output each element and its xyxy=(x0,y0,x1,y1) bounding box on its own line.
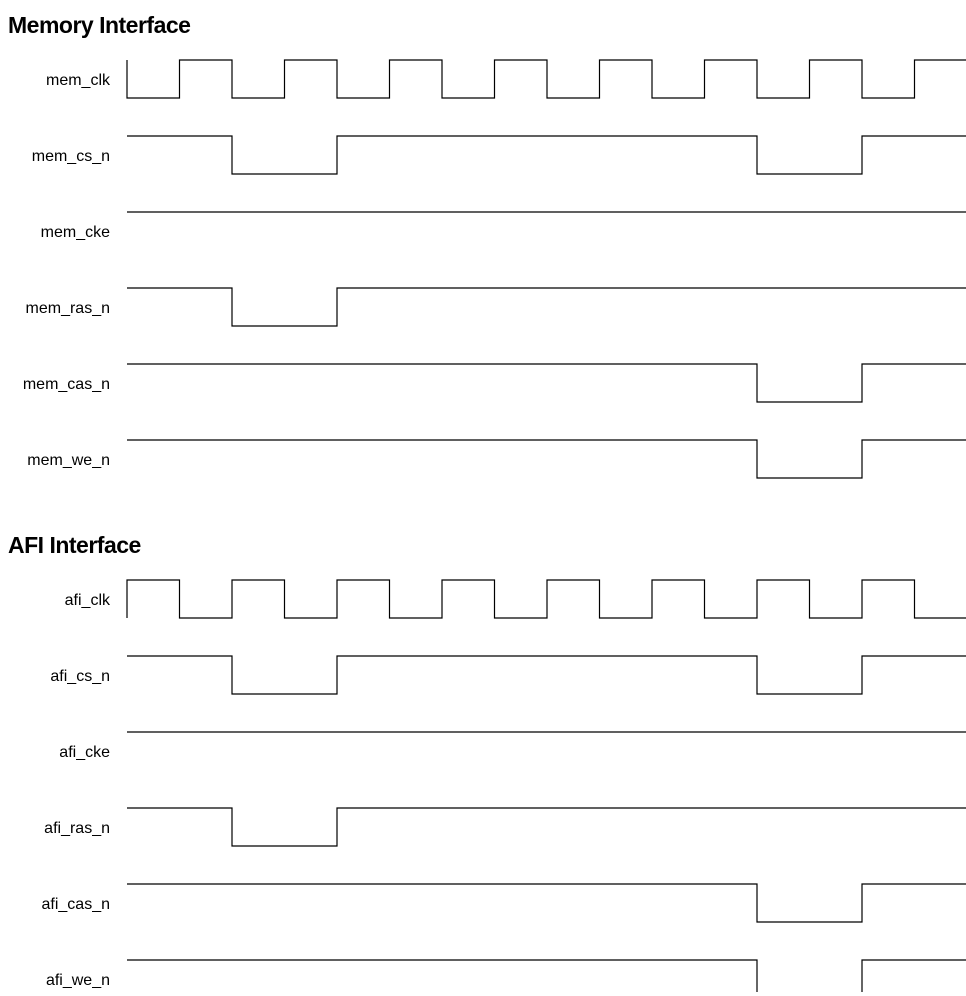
signal-label-mem-we-n: mem_we_n xyxy=(27,452,110,469)
signal-label-mem-cke: mem_cke xyxy=(41,224,110,241)
waveform-mem-clk xyxy=(126,59,966,99)
waveform-afi-ras-n xyxy=(127,807,966,847)
waveform-mem-we-n xyxy=(127,439,966,479)
waveform-afi-cas-n xyxy=(127,883,966,923)
waveform-afi-cs-n xyxy=(127,655,966,695)
signal-label-afi-ras-n: afi_ras_n xyxy=(44,820,110,837)
signal-label-afi-cas-n: afi_cas_n xyxy=(42,896,111,913)
waveform-mem-ras-n xyxy=(127,287,966,327)
signal-label-mem-ras-n: mem_ras_n xyxy=(26,300,110,317)
waveform-afi-we-n xyxy=(127,959,966,992)
memory-interface-title: Memory Interface xyxy=(8,12,191,38)
signal-label-mem-clk: mem_clk xyxy=(46,72,111,89)
signal-label-afi-clk: afi_clk xyxy=(65,592,111,609)
afi-interface-title: AFI Interface xyxy=(8,532,141,558)
signal-label-mem-cs-n: mem_cs_n xyxy=(32,148,110,165)
signal-label-afi-cke: afi_cke xyxy=(59,744,110,761)
waveform-afi-clk xyxy=(126,579,966,619)
signal-label-afi-cs-n: afi_cs_n xyxy=(50,668,110,685)
signal-label-mem-cas-n: mem_cas_n xyxy=(23,376,110,393)
signal-label-afi-we-n: afi_we_n xyxy=(46,972,110,989)
waveform-mem-cas-n xyxy=(127,363,966,403)
waveform-mem-cs-n xyxy=(127,135,966,175)
